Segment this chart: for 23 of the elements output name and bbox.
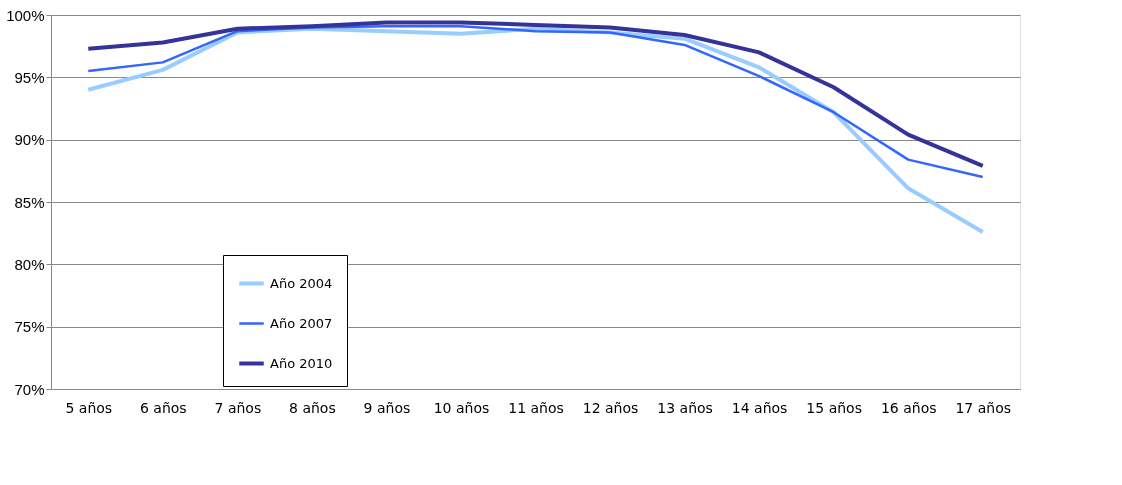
x-tick-label: 11 años — [508, 399, 564, 416]
x-tick-label: 13 años — [657, 399, 713, 416]
legend-label: Año 2010 — [270, 355, 333, 371]
x-tick-label: 15 años — [806, 399, 862, 416]
y-tick-label: 85% — [14, 193, 45, 211]
y-tick-label: 80% — [14, 255, 45, 273]
legend-label: Año 2004 — [270, 275, 333, 291]
x-tick-label: 9 años — [363, 399, 411, 416]
x-tick-label: 5 años — [65, 399, 113, 416]
x-tick-label: 8 años — [289, 399, 336, 416]
x-tick-label: 17 años — [955, 399, 1012, 416]
x-tick-label: 12 años — [582, 399, 639, 416]
x-tick-label: 6 años — [139, 399, 187, 416]
y-tick-label: 75% — [14, 318, 45, 336]
x-tick-label: 10 años — [433, 399, 490, 416]
y-tick-label: 100% — [6, 6, 45, 24]
x-tick-label: 16 años — [880, 399, 937, 416]
y-tick-label: 70% — [14, 380, 45, 398]
x-tick-label: 14 años — [731, 399, 788, 416]
legend-label: Año 2007 — [270, 315, 333, 331]
y-tick-label: 90% — [14, 131, 45, 149]
x-tick-label: 7 años — [214, 399, 262, 416]
y-tick-label: 95% — [14, 68, 45, 86]
